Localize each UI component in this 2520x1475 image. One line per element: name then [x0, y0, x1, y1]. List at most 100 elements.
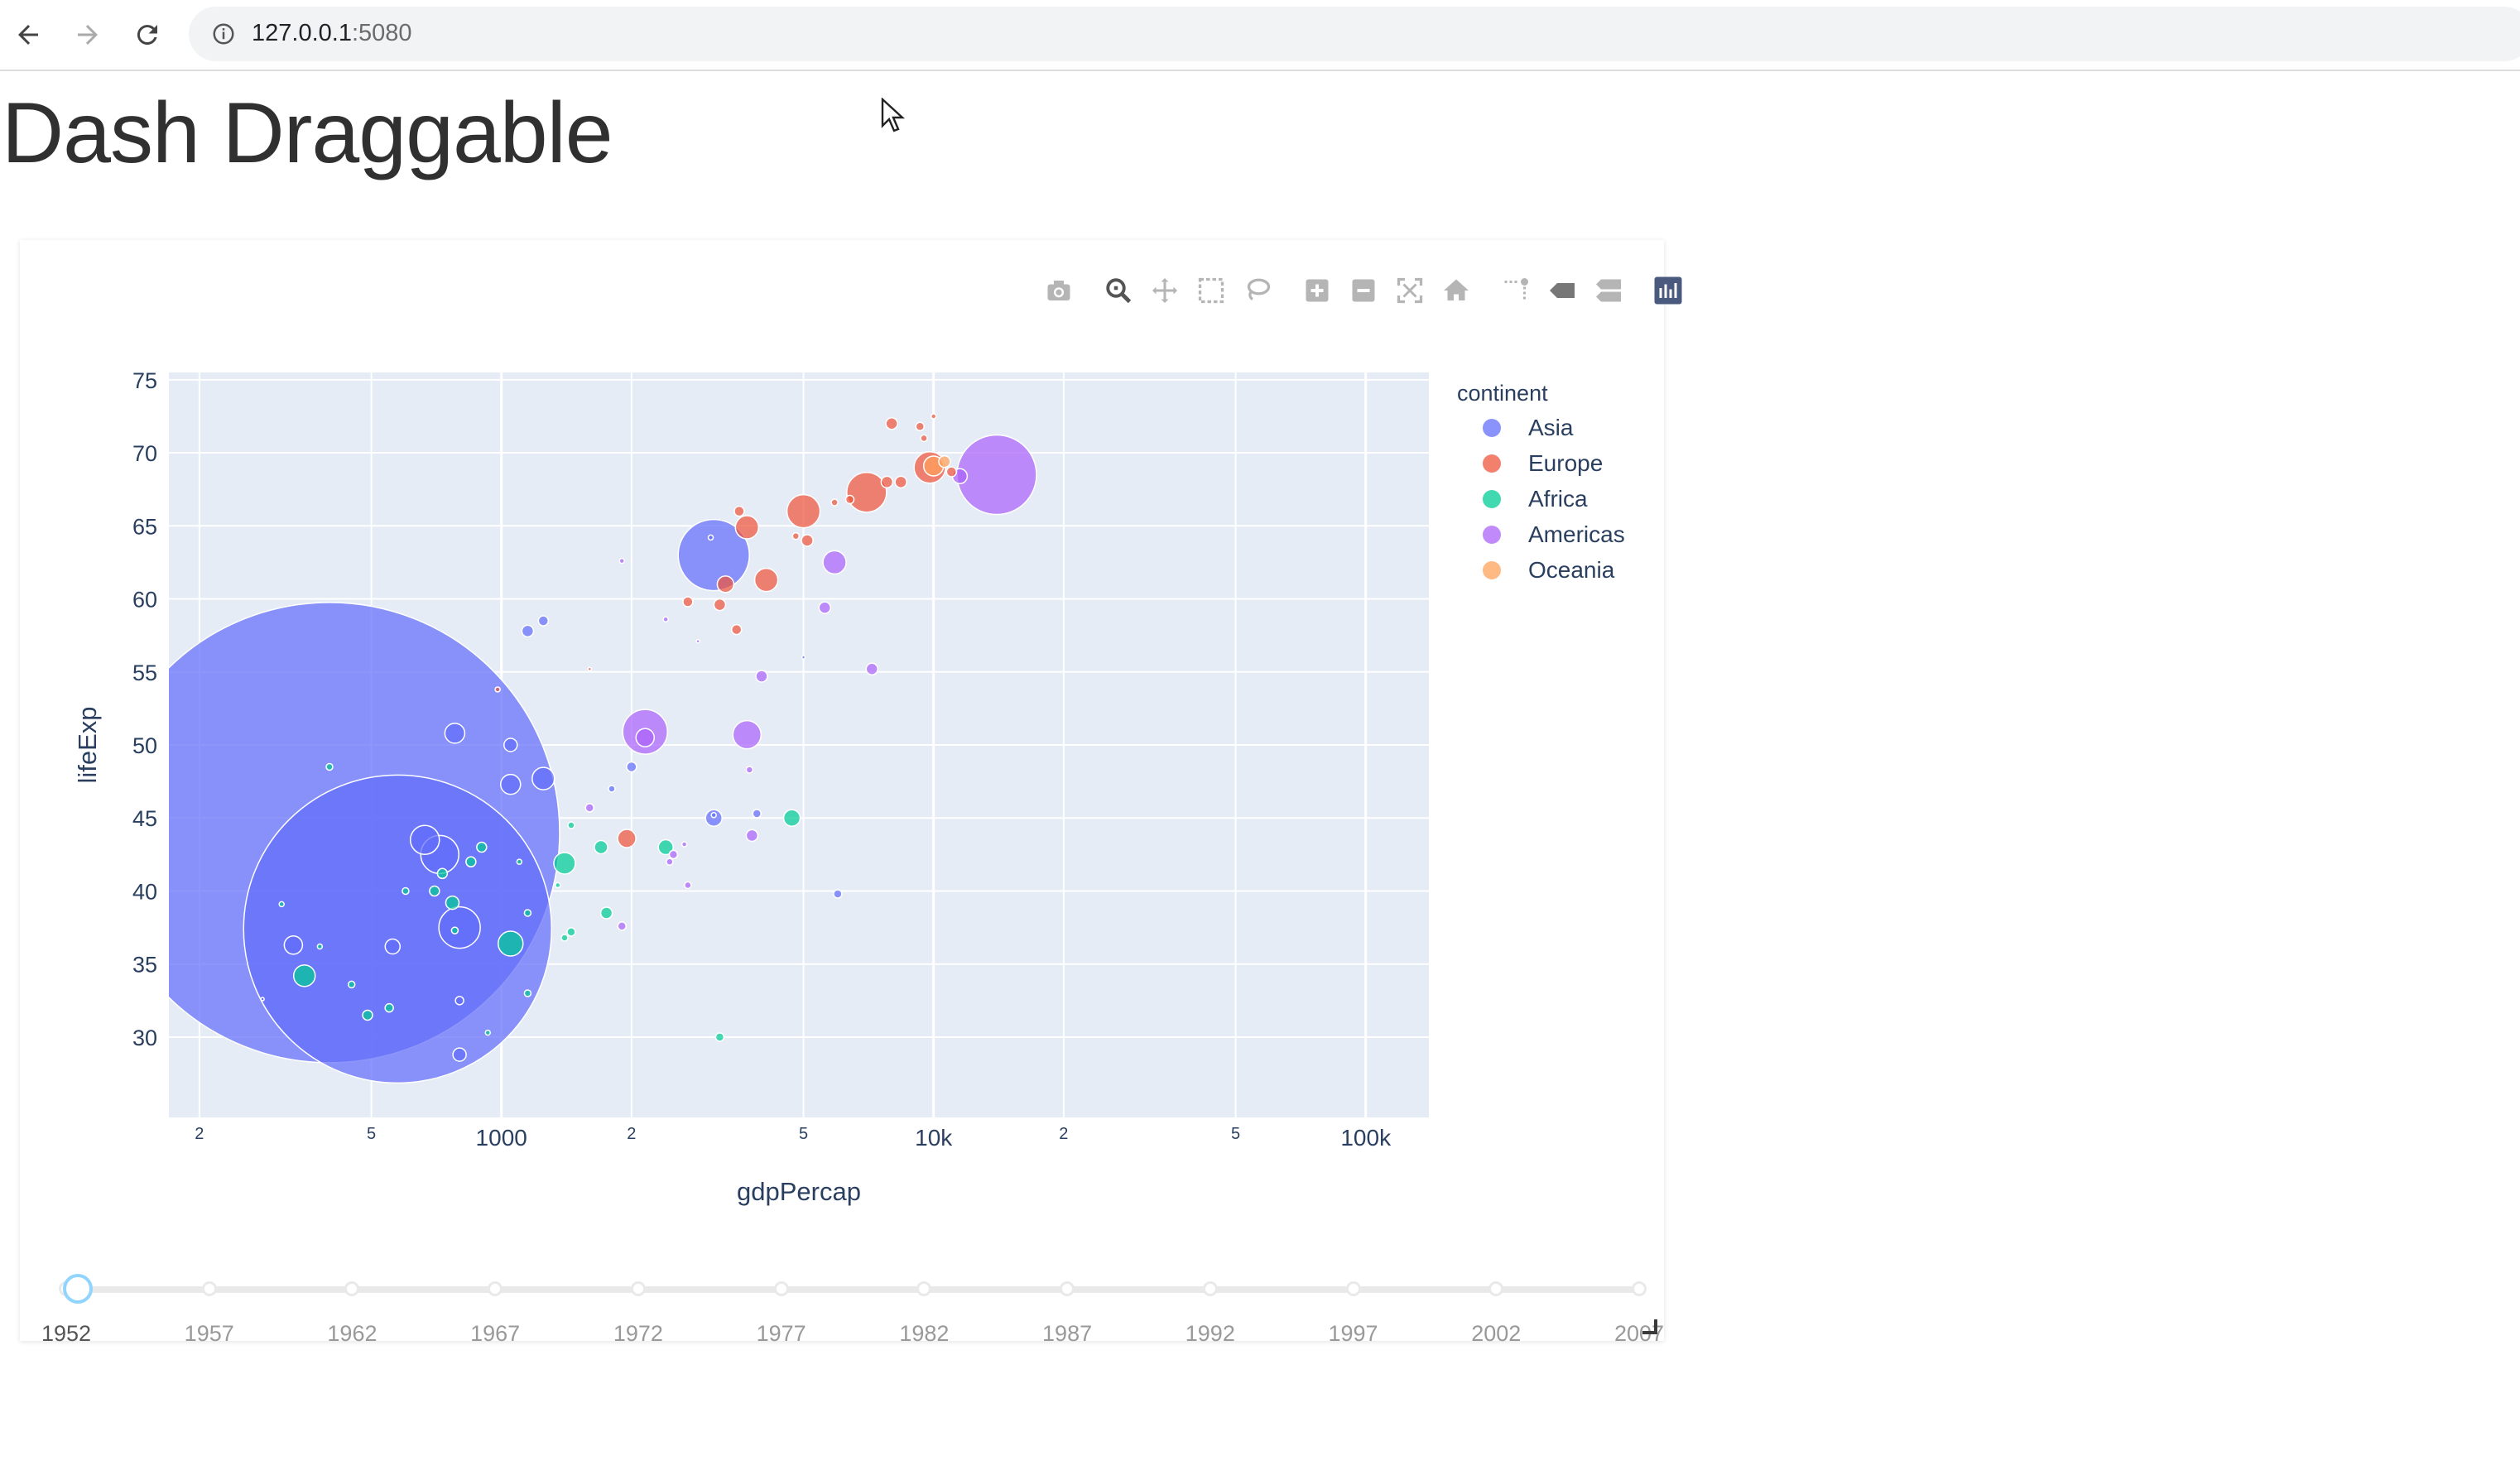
- legend-item-oceania[interactable]: Oceania: [1483, 557, 1615, 583]
- bubble-americas[interactable]: [755, 670, 768, 683]
- bubble-africa[interactable]: [292, 964, 316, 987]
- bubble-americas[interactable]: [617, 921, 627, 931]
- bubble-africa[interactable]: [484, 1029, 492, 1036]
- bubble-asia[interactable]: [243, 774, 553, 1084]
- zoom-in-icon[interactable]: [1296, 270, 1338, 311]
- bubble-africa[interactable]: [566, 927, 576, 937]
- bubble-europe[interactable]: [753, 567, 779, 593]
- bubble-europe[interactable]: [713, 598, 727, 612]
- bubble-europe[interactable]: [880, 475, 894, 489]
- bubble-americas[interactable]: [745, 766, 754, 774]
- slider-dot[interactable]: [916, 1281, 932, 1296]
- bubble-europe[interactable]: [844, 494, 855, 505]
- bubble-americas[interactable]: [635, 728, 655, 747]
- legend-item-africa[interactable]: Africa: [1483, 486, 1588, 512]
- bubble-africa[interactable]: [429, 885, 440, 897]
- bubble-americas[interactable]: [695, 638, 700, 644]
- bubble-americas[interactable]: [662, 616, 669, 622]
- bubble-americas[interactable]: [956, 434, 1037, 516]
- year-slider[interactable]: 1952 1957 1962 1967 1972 1977 1982 1987 1992 1997…: [20, 1266, 1664, 1346]
- bubble-europe[interactable]: [885, 417, 898, 430]
- bubble-chart[interactable]: 30 35 40 45 50 55 60 65 70 75 2 5 2 5 2 5 1000 10k 100k gdp…: [20, 240, 1664, 1233]
- legend-item-americas[interactable]: Americas: [1483, 521, 1625, 547]
- bubble-africa[interactable]: [553, 852, 576, 875]
- bubble-europe[interactable]: [920, 434, 928, 443]
- bubble-europe[interactable]: [494, 686, 501, 693]
- bubble-africa[interactable]: [599, 906, 613, 920]
- bubble-africa[interactable]: [516, 858, 523, 865]
- back-arrow-icon[interactable]: [8, 15, 48, 55]
- bubble-europe[interactable]: [733, 505, 745, 517]
- bubble-africa[interactable]: [782, 809, 801, 827]
- slider-dot[interactable]: [630, 1281, 646, 1296]
- bubble-europe[interactable]: [734, 515, 760, 540]
- zoom-icon[interactable]: [1098, 270, 1139, 311]
- slider-dot[interactable]: [1345, 1281, 1361, 1296]
- bubble-africa[interactable]: [594, 839, 608, 855]
- bubble-asia[interactable]: [384, 938, 402, 955]
- bubble-africa[interactable]: [554, 882, 561, 889]
- bubble-asia[interactable]: [833, 889, 843, 899]
- slider-mark-label[interactable]: 1957: [184, 1321, 234, 1346]
- bubble-asia[interactable]: [801, 655, 806, 660]
- bubble-americas[interactable]: [822, 550, 847, 575]
- slider-rail[interactable]: [66, 1286, 1639, 1293]
- site-info-icon[interactable]: [209, 19, 238, 49]
- bubble-africa[interactable]: [714, 1032, 725, 1042]
- bubble-africa[interactable]: [450, 926, 459, 934]
- bubble-americas[interactable]: [865, 662, 878, 675]
- slider-mark-label[interactable]: 1987: [1042, 1321, 1093, 1346]
- bubble-africa[interactable]: [476, 841, 488, 853]
- resize-handle[interactable]: [1642, 1319, 1657, 1334]
- bubble-europe[interactable]: [801, 534, 814, 547]
- slider-handle[interactable]: [63, 1274, 93, 1304]
- slider-mark-label[interactable]: 1997: [1328, 1321, 1378, 1346]
- bubble-asia[interactable]: [531, 766, 555, 790]
- bubble-africa[interactable]: [316, 943, 324, 950]
- bubble-europe[interactable]: [915, 421, 926, 432]
- draggable-graph-card[interactable]: 30 35 40 45 50 55 60 65 70 75 2 5 2 5 2 5 1000 10k 100k gdp…: [20, 240, 1682, 1346]
- slider-mark-label[interactable]: 1962: [327, 1321, 378, 1346]
- bubble-africa[interactable]: [523, 989, 532, 997]
- bubble-europe[interactable]: [945, 466, 958, 478]
- bubble-europe[interactable]: [791, 531, 801, 541]
- slider-mark-label[interactable]: 2002: [1471, 1321, 1522, 1346]
- bubble-europe[interactable]: [587, 666, 593, 671]
- bubble-asia[interactable]: [710, 811, 717, 819]
- slider-mark-label[interactable]: 1952: [41, 1321, 92, 1346]
- slider-mark-label[interactable]: 1972: [613, 1321, 663, 1346]
- bubble-asia[interactable]: [500, 773, 522, 795]
- slider-dot[interactable]: [201, 1281, 217, 1296]
- bubble-africa[interactable]: [402, 886, 410, 896]
- bubble-americas[interactable]: [666, 858, 674, 866]
- bubble-asia[interactable]: [409, 824, 440, 855]
- bubble-africa[interactable]: [436, 867, 449, 880]
- plotly-logo-icon[interactable]: [1647, 270, 1689, 311]
- bubble-asia[interactable]: [452, 1047, 467, 1062]
- zoom-out-icon[interactable]: [1343, 270, 1384, 311]
- bubble-asia[interactable]: [521, 624, 535, 638]
- bubble-americas[interactable]: [732, 719, 762, 750]
- bubble-asia[interactable]: [438, 906, 481, 949]
- bubble-africa[interactable]: [325, 762, 334, 771]
- bubble-africa[interactable]: [445, 895, 460, 910]
- slider-mark-label[interactable]: 1977: [756, 1321, 806, 1346]
- slider-mark-label[interactable]: 2007: [1613, 1321, 1665, 1346]
- slider-dot[interactable]: [1488, 1281, 1504, 1296]
- bubble-asia[interactable]: [283, 935, 304, 955]
- bubble-asia[interactable]: [707, 534, 714, 541]
- slider-dot[interactable]: [1060, 1281, 1075, 1296]
- reload-icon[interactable]: [127, 15, 167, 55]
- slider-mark-label[interactable]: 1967: [470, 1321, 521, 1346]
- pan-icon[interactable]: [1144, 270, 1185, 311]
- forward-arrow-icon[interactable]: [68, 15, 108, 55]
- bubble-americas[interactable]: [668, 849, 679, 860]
- legend-item-europe[interactable]: Europe: [1483, 450, 1603, 476]
- camera-icon[interactable]: [1038, 270, 1080, 311]
- bubble-europe[interactable]: [682, 596, 694, 608]
- slider-mark-label[interactable]: 1992: [1185, 1321, 1235, 1346]
- bubble-asia[interactable]: [752, 809, 762, 819]
- hover-closest-icon[interactable]: [1541, 270, 1583, 311]
- bubble-africa[interactable]: [465, 856, 477, 867]
- bubble-oceania[interactable]: [938, 454, 951, 468]
